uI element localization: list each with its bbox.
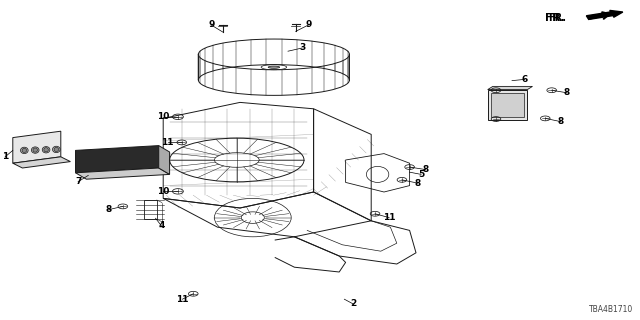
FancyArrow shape — [586, 11, 623, 20]
Polygon shape — [13, 157, 70, 168]
Text: 11: 11 — [161, 138, 174, 147]
Ellipse shape — [22, 148, 27, 153]
Text: 8: 8 — [564, 88, 570, 97]
FancyBboxPatch shape — [491, 93, 524, 117]
Text: 9: 9 — [305, 20, 312, 29]
Ellipse shape — [54, 147, 59, 152]
Text: 8: 8 — [557, 117, 564, 126]
Ellipse shape — [268, 66, 280, 68]
FancyBboxPatch shape — [144, 200, 157, 219]
Ellipse shape — [42, 147, 50, 153]
Text: 11: 11 — [176, 295, 189, 304]
Polygon shape — [76, 146, 159, 173]
Polygon shape — [488, 86, 532, 90]
Text: 10: 10 — [157, 112, 170, 121]
Polygon shape — [13, 131, 61, 163]
Text: FR.: FR. — [548, 12, 566, 23]
Text: 3: 3 — [299, 44, 305, 52]
Text: 8: 8 — [414, 179, 420, 188]
Ellipse shape — [52, 146, 60, 153]
Text: 10: 10 — [157, 187, 170, 196]
Ellipse shape — [33, 148, 38, 152]
Ellipse shape — [31, 147, 39, 153]
Text: 7: 7 — [75, 177, 81, 186]
Ellipse shape — [20, 147, 28, 154]
Polygon shape — [76, 168, 170, 179]
Text: 1: 1 — [2, 152, 8, 161]
Text: 11: 11 — [383, 213, 396, 222]
Text: 2: 2 — [350, 300, 356, 308]
Text: FR.: FR. — [545, 12, 564, 23]
Text: 9: 9 — [208, 20, 214, 29]
Text: 8: 8 — [106, 205, 112, 214]
Polygon shape — [159, 146, 170, 174]
Ellipse shape — [44, 148, 49, 152]
Text: 8: 8 — [422, 165, 429, 174]
Text: TBA4B1710: TBA4B1710 — [589, 305, 634, 314]
Text: 4: 4 — [158, 221, 164, 230]
Text: 5: 5 — [418, 170, 424, 179]
Text: 6: 6 — [522, 75, 528, 84]
FancyBboxPatch shape — [488, 90, 527, 120]
